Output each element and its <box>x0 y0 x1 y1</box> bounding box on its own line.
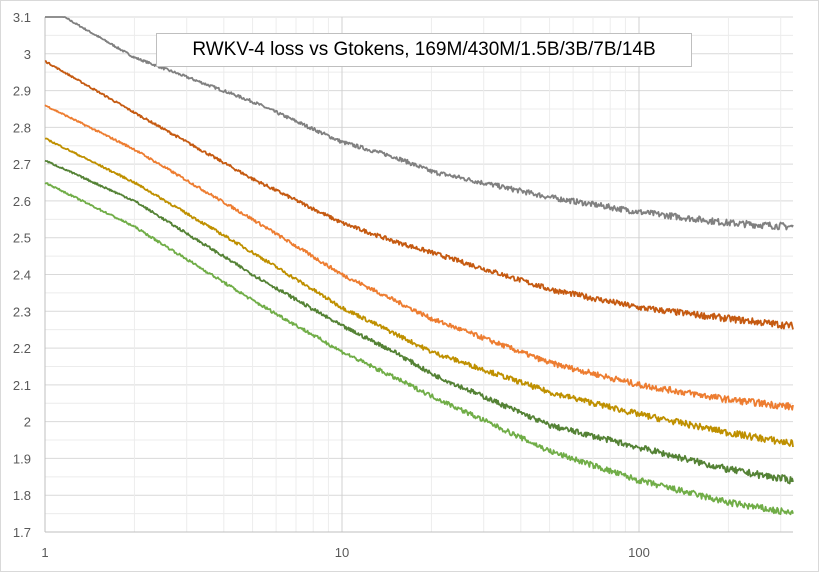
series-lines <box>1 1 818 516</box>
y-tick-label: 2.6 <box>13 194 31 209</box>
series-line-4 <box>44 159 794 485</box>
y-tick-label: 2.1 <box>13 378 31 393</box>
x-tick-label: 10 <box>335 545 349 560</box>
y-tick-label: 2.2 <box>13 341 31 356</box>
gridlines <box>44 16 793 533</box>
y-tick-label: 2 <box>24 415 31 430</box>
y-tick-label: 2.4 <box>13 268 31 283</box>
tick-labels: 1.7 1.8 1.9 2 2.1 2.2 2.3 2.4 2.5 2.6 2.7 2.8 2.9 3 3.… <box>13 10 650 560</box>
top-mask <box>1 1 818 16</box>
series-line-5 <box>44 182 794 516</box>
y-tick-label: 2.9 <box>13 84 31 99</box>
y-tick-label: 3.1 <box>13 10 31 25</box>
y-tick-label: 1.7 <box>13 525 31 540</box>
y-tick-label: 2.3 <box>13 304 31 319</box>
y-tick-label: 2.8 <box>13 120 31 135</box>
y-tick-label: 3 <box>24 47 31 62</box>
y-tick-label: 2.7 <box>13 157 31 172</box>
series-line-1 <box>44 60 794 330</box>
series-line-3 <box>44 137 794 448</box>
x-tick-label: 100 <box>628 545 650 560</box>
y-tick-label: 2.5 <box>13 231 31 246</box>
x-tick-label: 1 <box>41 545 48 560</box>
series-line-2 <box>44 104 794 411</box>
y-tick-label: 1.8 <box>13 488 31 503</box>
series-line-0 <box>44 16 794 231</box>
y-tick-label: 1.9 <box>13 451 31 466</box>
chart-title: RWKV-4 loss vs Gtokens, 169M/430M/1.5B/3… <box>156 33 692 67</box>
